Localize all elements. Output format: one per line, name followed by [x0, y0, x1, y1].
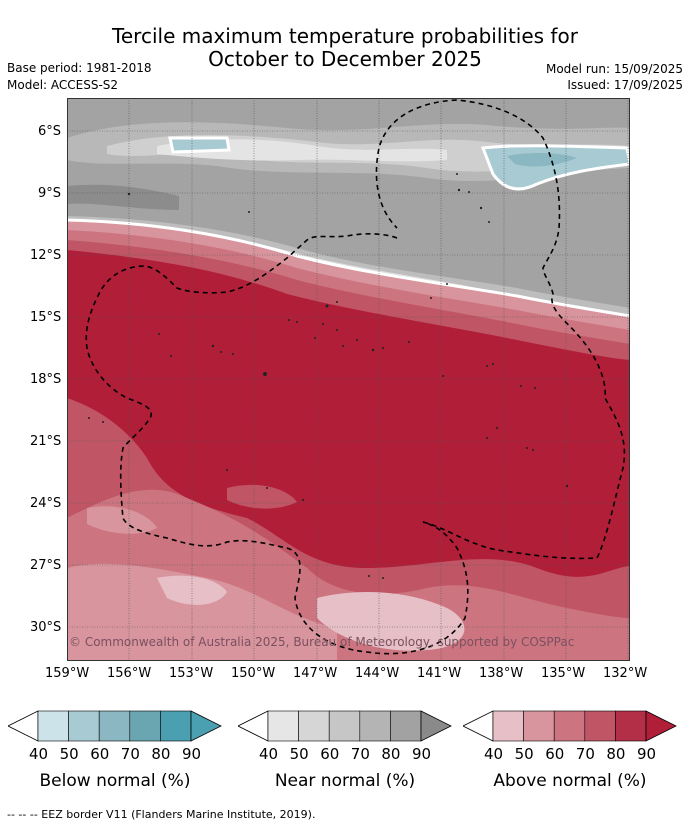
colorbar-bin: [615, 710, 647, 742]
colorbar-tick-label: 60: [320, 745, 340, 763]
colorbar-1: [238, 710, 452, 742]
islands: [88, 173, 569, 579]
colorbar-tick-label: 40: [484, 745, 504, 763]
base-period: Base period: 1981-2018: [7, 61, 152, 75]
lon-label: 159°W: [45, 666, 90, 681]
model-run: Model run: 15/09/2025: [545, 62, 683, 76]
lat-label: 18°S: [30, 372, 62, 387]
colorbar-bin: [492, 710, 524, 742]
map-title-line2: October to December 2025: [208, 47, 482, 71]
colorbar-title: Near normal (%): [274, 771, 416, 791]
lon-label: 150°W: [231, 666, 276, 681]
colorbar-under-triangle: [238, 710, 269, 742]
colorbar-title: Below normal (%): [39, 771, 191, 791]
lat-label: 30°S: [30, 620, 62, 635]
colorbar-under-triangle: [463, 710, 494, 742]
colorbar-tick-label: 70: [350, 745, 370, 763]
copyright-text: © Commonwealth of Australia 2025, Bureau…: [69, 635, 575, 649]
colorbar-2: [463, 710, 677, 742]
colorbar-tick-label: 50: [59, 745, 79, 763]
map-title-line1: Tercile maximum temperature probabilitie…: [112, 24, 578, 48]
lat-label: 15°S: [30, 310, 62, 325]
lat-label: 27°S: [30, 558, 62, 573]
eez-borders: [85, 99, 626, 655]
colorbar-bin: [298, 710, 330, 742]
below-normal-patch-west: [168, 136, 231, 154]
issued-date: Issued: 17/09/2025: [567, 78, 683, 92]
colorbar-bin: [328, 710, 361, 742]
lon-label: 135°W: [541, 666, 586, 681]
lat-label: 24°S: [30, 496, 62, 511]
colorbar-tick-label: 60: [90, 745, 110, 763]
colorbar-bin: [390, 710, 422, 742]
colorbar-bin: [523, 710, 555, 742]
colorbar-tick-label: 90: [637, 745, 657, 763]
lon-label: 153°W: [169, 666, 214, 681]
colorbar-tick-label: 80: [151, 745, 171, 763]
colorbar-bin: [267, 710, 299, 742]
colorbar-over-triangle: [420, 710, 452, 742]
colorbar-tick-label: 70: [575, 745, 595, 763]
colorbar-title: Above normal (%): [493, 771, 647, 791]
lon-label: 144°W: [355, 666, 400, 681]
colorbar-bin: [37, 710, 69, 742]
colorbar-tick-label: 90: [182, 745, 202, 763]
colorbar-bin: [359, 710, 391, 742]
lon-label: 147°W: [293, 666, 338, 681]
lon-label: 138°W: [479, 666, 524, 681]
eez-footnote: -- -- -- EEZ border V11 (Flanders Marine…: [7, 808, 316, 821]
lat-label: 21°S: [30, 434, 62, 449]
colorbar-bin: [584, 710, 616, 742]
probability-map: [67, 98, 630, 661]
colorbar-tick-label: 90: [412, 745, 432, 763]
lon-label: 156°W: [107, 666, 152, 681]
colorbar-over-triangle: [190, 710, 222, 742]
colorbar-tick-label: 40: [29, 745, 49, 763]
colorbar-tick-label: 50: [514, 745, 534, 763]
colorbar-bin: [553, 710, 586, 742]
lat-label: 12°S: [30, 248, 62, 263]
lon-label: 141°W: [417, 666, 462, 681]
lon-label: 132°W: [603, 666, 648, 681]
colorbar-bin: [68, 710, 100, 742]
colorbar-tick-label: 50: [289, 745, 309, 763]
colorbar-bin: [98, 710, 131, 742]
colorbar-under-triangle: [8, 710, 39, 742]
model-name: Model: ACCESS-S2: [7, 78, 119, 92]
colorbar-tick-label: 40: [259, 745, 279, 763]
lat-label: 6°S: [38, 124, 62, 139]
colorbar-tick-label: 80: [381, 745, 401, 763]
colorbar-bin: [129, 710, 161, 742]
colorbar-over-triangle: [645, 710, 677, 742]
colorbar-tick-label: 80: [606, 745, 626, 763]
colorbar-tick-label: 60: [545, 745, 565, 763]
lat-label: 9°S: [38, 186, 62, 201]
colorbar-0: [8, 710, 222, 742]
colorbar-tick-label: 70: [120, 745, 140, 763]
colorbar-bin: [160, 710, 192, 742]
